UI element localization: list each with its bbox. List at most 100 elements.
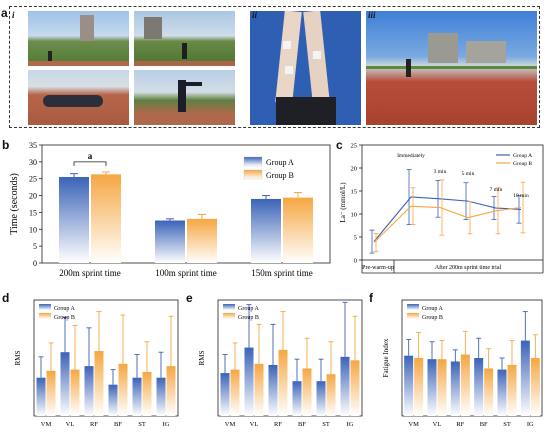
plot-frame <box>33 299 179 417</box>
legend-label: Group B <box>422 315 443 321</box>
chart-sprint-times: 0 5 10 15 20 25 30 35 Time (seconds) 200m sprint … <box>9 141 331 278</box>
x-tick-label: VM <box>408 421 419 428</box>
bar <box>155 220 185 263</box>
panel-a-sub-label-iii: iii <box>368 10 376 20</box>
legend-swatch <box>39 313 51 319</box>
y-axis-label: Time (seconds) <box>9 173 20 235</box>
legend-label: Group A <box>266 158 294 167</box>
y-tick-label: 20 <box>29 192 37 201</box>
bar <box>278 349 288 416</box>
chart-rms-e: RMS VM VL RF BF ST IG Group A Group B <box>198 299 363 428</box>
x-tick-label: 200m sprint time <box>59 268 121 278</box>
legend-label: Group B <box>54 315 75 321</box>
legend-swatch <box>39 304 51 310</box>
y-axis-label: RMS <box>14 351 22 366</box>
bar <box>427 359 437 416</box>
bar <box>268 364 278 416</box>
y-tick-label: 30 <box>29 158 37 167</box>
legend-label: Group B <box>238 315 259 321</box>
bar <box>437 359 447 416</box>
y-tick-label: 15 <box>351 189 358 196</box>
photo-stretch-track <box>28 70 129 125</box>
x-tick-label: BF <box>114 421 122 428</box>
bar <box>340 356 350 416</box>
y-tick-label: 5 <box>33 242 37 251</box>
significance-bracket <box>73 161 107 166</box>
x-tick-label: IG <box>163 421 170 428</box>
legend-label: Group A <box>238 306 260 312</box>
plot-frame <box>41 144 331 264</box>
bar <box>414 358 424 416</box>
bar <box>283 197 313 263</box>
bar <box>302 368 312 416</box>
bar <box>350 360 360 416</box>
x-tick-label: ST <box>503 421 511 428</box>
y-tick-label: 10 <box>29 225 37 234</box>
plot-frame <box>361 144 544 261</box>
x-tick-label: BF <box>298 421 306 428</box>
y-tick-label: 25 <box>29 175 37 184</box>
x-tick-label: RF <box>90 421 98 428</box>
x-group-label: Pre-warm-up <box>362 265 394 271</box>
bar <box>507 364 517 416</box>
x-tick-label: ST <box>138 421 146 428</box>
panel-c-letter: c <box>336 138 343 152</box>
bar <box>60 352 70 416</box>
y-tick-label: 15 <box>29 208 37 217</box>
legend-label: Group A <box>422 306 444 312</box>
x-tick-label: VL <box>433 421 442 428</box>
time-point-label: 3 min <box>434 169 447 175</box>
bar <box>166 366 176 416</box>
x-tick-label: IG <box>527 421 534 428</box>
chart-fatigue-index: Fatigue Index VM VL RF BF ST IG Group A Group B <box>382 299 543 428</box>
y-tick-label: 25 <box>351 143 358 150</box>
x-tick-label: ST <box>322 421 330 428</box>
y-tick-label: 5 <box>354 235 357 242</box>
chart-rms-d: RMS VM VL RF BF ST IG Group A Group B <box>14 299 179 428</box>
x-tick-label: IG <box>347 421 354 428</box>
bar <box>156 377 166 416</box>
bar <box>36 377 46 416</box>
y-tick-label: 35 <box>29 141 37 150</box>
photo-runner-field-2 <box>134 11 235 66</box>
significance-label: a <box>88 151 93 161</box>
bar <box>187 218 217 263</box>
bar <box>450 361 460 416</box>
plot-frame <box>401 299 543 417</box>
bar <box>230 369 240 416</box>
bar <box>142 371 152 416</box>
bar <box>108 384 118 416</box>
x-tick-label: VL <box>66 421 75 428</box>
legend-label: Group A <box>513 153 532 159</box>
y-axis-label: RMS <box>198 351 206 366</box>
bar <box>59 177 89 263</box>
bar <box>292 381 302 416</box>
x-tick-label: VM <box>225 421 236 428</box>
bar <box>244 347 254 416</box>
panel-b-letter: b <box>2 138 10 152</box>
x-tick-label: 150m sprint time <box>251 268 313 278</box>
bar <box>497 369 507 416</box>
bar <box>251 198 281 263</box>
x-tick-label: VM <box>41 421 52 428</box>
legend-swatch <box>407 304 419 310</box>
legend-swatch <box>223 304 235 310</box>
bar <box>254 363 264 416</box>
panel-e-letter: e <box>186 291 193 305</box>
bar <box>326 374 336 416</box>
photo-leg-swing <box>134 70 235 125</box>
y-tick-label: 0 <box>354 258 357 265</box>
photo-runner-field-1 <box>28 11 129 66</box>
bar <box>91 174 121 263</box>
bar <box>220 373 230 416</box>
panel-f-letter: f <box>369 291 373 305</box>
bar <box>118 363 128 416</box>
bar <box>46 370 56 416</box>
time-point-label: 7 min <box>490 187 503 193</box>
bar <box>520 340 530 416</box>
photo-track-sprint <box>366 11 537 125</box>
legend-swatch <box>223 313 235 319</box>
legend-swatch <box>243 156 263 167</box>
panel-d-letter: d <box>2 291 10 305</box>
legend-swatch <box>407 313 419 319</box>
